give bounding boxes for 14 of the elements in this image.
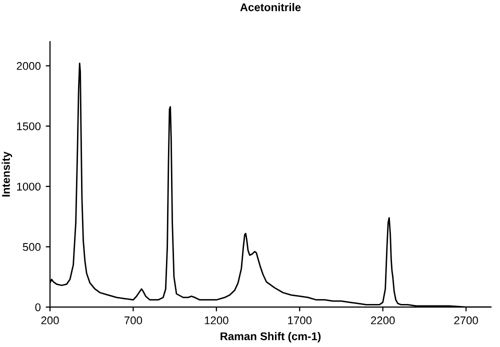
x-tick-label: 200 (41, 316, 59, 324)
x-tick-label: 1700 (288, 316, 312, 324)
y-axis-title: Intensity (2, 152, 12, 196)
x-tick-label: 2700 (454, 316, 478, 324)
y-tick-label: 2000 (16, 62, 41, 70)
y-tick-label: 0 (35, 303, 41, 312)
x-axis-title: Raman Shift (cm-1) (220, 332, 321, 342)
x-tick-label: 700 (124, 316, 142, 324)
x-tick-label: 2200 (371, 316, 395, 324)
y-tick-label: 500 (22, 243, 41, 251)
chart-title: Acetonitrile (240, 3, 301, 12)
x-tick-label: 1200 (204, 316, 228, 324)
y-tick-label: 1500 (17, 122, 41, 130)
y-tick-label: 1000 (17, 182, 41, 191)
